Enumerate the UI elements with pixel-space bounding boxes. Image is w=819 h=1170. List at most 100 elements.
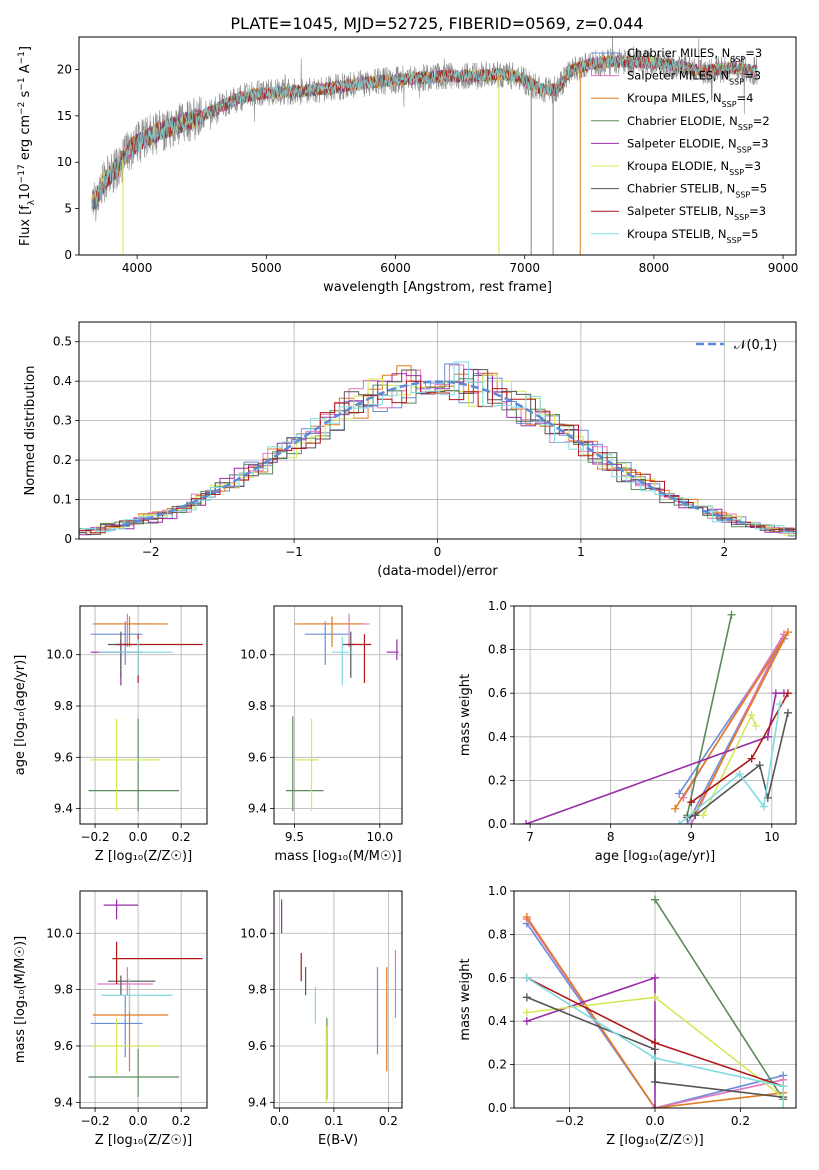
weight-marker: [699, 811, 708, 820]
weight-marker: [522, 1008, 531, 1017]
plot-frame: [273, 605, 403, 825]
y-tick-label: 0: [64, 532, 72, 546]
x-tick-label: 10.0: [366, 830, 393, 844]
weight-marker: [751, 721, 760, 730]
legend-suffix: =5: [742, 227, 759, 241]
weight-marker: [763, 732, 772, 741]
y-tick-label: 20: [57, 62, 72, 76]
y-tick-label: 0.6: [488, 686, 507, 700]
x-axis-label: E(B-V): [318, 1133, 358, 1148]
weight-marker: [651, 1077, 659, 1086]
y-axis-label: Flux [fλ10−17 erg cm−2 s−1 A−1]: [17, 46, 37, 246]
legend-suffix: =3: [745, 46, 762, 60]
legend-label: Chabrier MILES, N: [627, 46, 730, 60]
legend-entry: Chabrier STELIB, NSSP=5: [627, 182, 767, 200]
x-axis-label: Z [log₁₀(Z/Z☉)]: [606, 1133, 703, 1148]
salpeter-elodie-histogram: [79, 368, 796, 536]
y-tick-label: 0.2: [488, 773, 507, 787]
x-tick-label: 0.2: [172, 830, 191, 844]
weight-marker: [747, 711, 756, 719]
kroupa-stelib-weight-line: [526, 977, 784, 1108]
weight-vs-age-panel: 7 8 9 10 0.0 0.2 0.4 0.6 0.8 1.0 age [log₁₀(age/yr…: [458, 599, 797, 864]
x-tick-label: 0.2: [172, 1114, 191, 1128]
legend-subscript: SSP: [735, 190, 750, 199]
legend-label: 𝒩(0,1): [734, 338, 777, 353]
y-tick-label: 0.8: [488, 643, 507, 657]
legend-entry: Kroupa MILES, NSSP=4: [627, 91, 753, 109]
weight-marker: [759, 802, 768, 811]
y-tick-label: 9.4: [248, 1095, 267, 1109]
x-tick-label: −0.2: [80, 830, 109, 844]
y-tick-label: 0.5: [53, 335, 72, 349]
x-axis-label: Z [log₁₀(Z/Z☉)]: [95, 849, 192, 864]
y-axis-label-part: A: [18, 64, 33, 77]
plot-frame: [513, 605, 797, 825]
y-axis-label-part: −17: [17, 164, 27, 183]
y-tick-label: 0.2: [488, 1058, 507, 1072]
salpeter-miles-weight-line: [526, 918, 784, 1108]
x-axis-label: age [log₁₀(age/yr)]: [595, 849, 716, 864]
y-tick-label: 1.0: [488, 599, 507, 613]
legend-subscript: SSP: [729, 168, 744, 177]
weight-marker: [755, 761, 764, 770]
y-axis-label-part: ]: [18, 46, 33, 51]
weight-marker: [747, 754, 756, 763]
weight-marker: [687, 820, 696, 824]
x-tick-label: 7000: [509, 261, 540, 275]
y-tick-label: 0.3: [53, 414, 72, 428]
legend-subscript: SSP: [729, 77, 744, 86]
y-axis-label: mass [log₁₀(M/M☉)]: [13, 936, 28, 1063]
spectrum-panel: 4000 5000 6000 7000 8000 9000 0 5 10 15 20 waveleng…: [17, 36, 798, 295]
age-vs-metallicity-panel: −0.2 0.0 0.2 9.4 9.6 9.8 10.0 Z [log₁₀(Z/Z☉)] ag…: [13, 605, 208, 864]
x-axis-label: mass [log₁₀(M/M☉)]: [274, 849, 401, 864]
plot-frame: [79, 890, 208, 1109]
x-tick-label: 2: [720, 545, 728, 559]
y-axis-label-part: erg cm: [18, 115, 33, 164]
y-tick-label: 1.0: [488, 884, 507, 898]
y-axis-label-part: 10: [18, 183, 33, 200]
y-tick-label: 0.1: [53, 493, 72, 507]
normal-distribution-curve: [121, 380, 747, 527]
legend-subscript: SSP: [737, 145, 752, 154]
weight-marker: [775, 700, 784, 709]
x-tick-label: 8: [607, 830, 615, 844]
x-axis-label: (data-model)/error: [377, 564, 498, 579]
y-tick-label: 0.8: [488, 927, 507, 941]
weight-marker: [651, 973, 659, 982]
legend-suffix: =3: [744, 69, 761, 83]
weight-marker: [651, 895, 659, 904]
weight-marker: [675, 820, 684, 824]
y-axis-label: mass weight: [458, 958, 473, 1040]
x-axis-label: Z [log₁₀(Z/Z☉)]: [95, 1133, 192, 1148]
y-tick-label: 9.6: [248, 750, 267, 764]
legend-entry: Salpeter ELODIE, NSSP=3: [627, 136, 769, 154]
y-axis-label-part: λ: [27, 199, 37, 205]
x-tick-label: 0.0: [645, 1114, 664, 1128]
y-axis-label-part: Flux [f: [18, 205, 33, 246]
legend-suffix: =3: [749, 204, 766, 218]
y-tick-label: 0.4: [488, 1014, 507, 1028]
legend-label: Chabrier STELIB, N: [627, 182, 735, 196]
legend-label: Kroupa ELODIE, N: [627, 159, 729, 173]
y-tick-label: 9.4: [248, 802, 267, 816]
weight-marker: [691, 811, 700, 820]
mass-vs-metallicity-panel: −0.2 0.0 0.2 9.4 9.6 9.8 10.0 Z [log₁₀(Z/Z☉)] ma…: [13, 890, 208, 1148]
weight-marker: [522, 993, 531, 1002]
x-tick-label: 0.0: [129, 1114, 148, 1128]
weight-marker: [651, 1104, 659, 1108]
y-axis-label: mass weight: [458, 674, 473, 756]
weight-marker: [522, 1017, 531, 1026]
y-tick-label: 9.6: [54, 750, 73, 764]
legend-entry: Salpeter STELIB, NSSP=3: [627, 204, 766, 222]
y-tick-label: 9.8: [248, 699, 267, 713]
chabrier-stelib-weight-line: [526, 996, 784, 1098]
kroupa-miles-weight-line: [526, 916, 784, 1108]
x-tick-label: 0.2: [379, 1114, 398, 1128]
plot-area: [79, 361, 796, 537]
weight-marker: [727, 610, 736, 619]
x-tick-label: 1: [577, 545, 585, 559]
y-tick-label: 10.0: [240, 648, 267, 662]
weight-marker: [687, 798, 696, 807]
plot-frame: [273, 890, 403, 1109]
